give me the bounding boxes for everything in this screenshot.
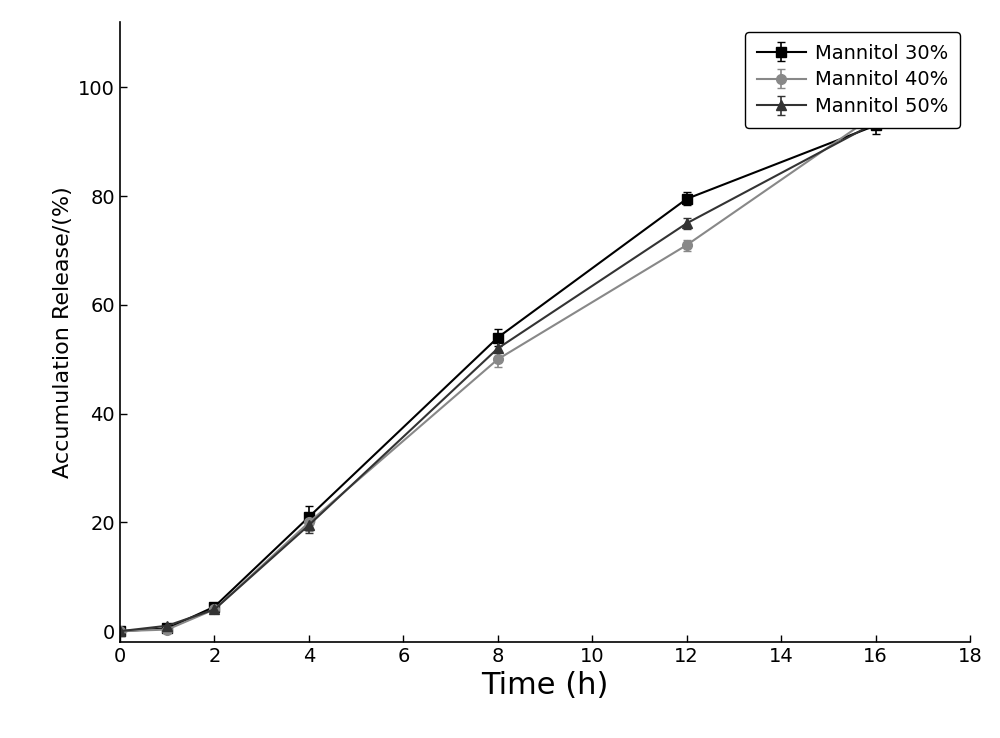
- Legend: Mannitol 30%, Mannitol 40%, Mannitol 50%: Mannitol 30%, Mannitol 40%, Mannitol 50%: [745, 32, 960, 128]
- Y-axis label: Accumulation Release/(%): Accumulation Release/(%): [53, 186, 73, 478]
- X-axis label: Time (h): Time (h): [481, 672, 609, 700]
